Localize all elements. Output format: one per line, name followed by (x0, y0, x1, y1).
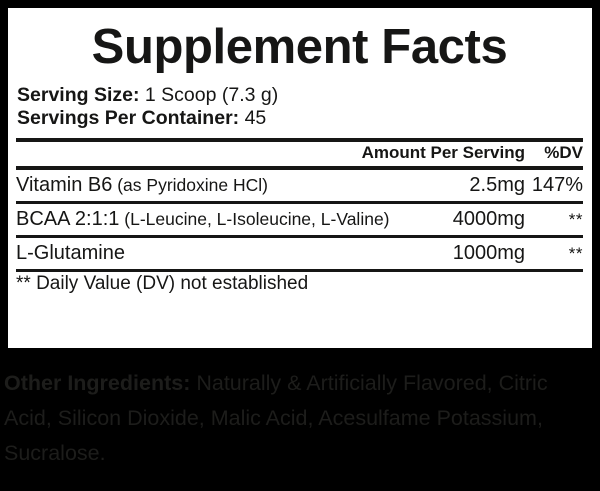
other-ingredients-section: Other Ingredients: Naturally & Artificia… (4, 366, 578, 471)
table-rule-row-2 (16, 235, 583, 238)
table-header-row: Amount Per Serving %DV (16, 142, 583, 166)
nutrient-amount: 4000mg (452, 208, 525, 230)
table-rule-top (16, 138, 583, 142)
table-row: BCAA 2:1:1 (L-Leucine, L-Isoleucine, L-V… (16, 204, 583, 235)
nutrient-name: BCAA 2:1:1 (16, 208, 120, 230)
other-ingredients-label: Other Ingredients: (4, 371, 191, 395)
nutrient-qualifier: (L-Leucine, L-Isoleucine, L-Valine) (119, 209, 390, 229)
serving-size-label: Serving Size: (17, 84, 140, 106)
other-ingredients-list: Naturally & Artificially Flavored, Citri… (4, 371, 548, 465)
table-rule-row-1 (16, 201, 583, 204)
nutrient-name-cell: Vitamin B6 (as Pyridoxine HCl) (16, 170, 340, 201)
serving-information: Serving Size: 1 Scoop (7.3 g) Servings P… (16, 84, 583, 130)
nutrient-name-cell: BCAA 2:1:1 (L-Leucine, L-Isoleucine, L-V… (16, 204, 390, 235)
page-title: Supplement Facts (91, 20, 508, 74)
nutrient-name: L-Glutamine (16, 242, 125, 264)
table-row: L-Glutamine 1000mg ** (16, 238, 583, 269)
nutrient-amount: 2.5mg (469, 174, 525, 196)
nutrient-qualifier: (as Pyridoxine HCl) (112, 175, 268, 195)
servings-per-container-value: 45 (239, 107, 267, 129)
nutrient-percent-dv: 147% (531, 174, 583, 196)
nutrient-name-cell: L-Glutamine (16, 238, 340, 269)
nutrient-percent-dv: ** (568, 244, 583, 263)
column-header-percent-dv: %DV (544, 143, 583, 162)
column-header-nutrient (16, 142, 340, 166)
footnote-row: ** Daily Value (DV) not established (16, 272, 583, 296)
nutrient-table: Amount Per Serving %DV Vitamin B6 (as Py… (16, 138, 583, 296)
table-rule-bottom (16, 269, 583, 272)
daily-value-footnote: ** Daily Value (DV) not established (16, 273, 309, 294)
column-header-amount-per-serving: Amount Per Serving (361, 143, 525, 162)
nutrient-percent-dv: ** (568, 210, 583, 229)
servings-per-container-label: Servings Per Container: (17, 107, 240, 129)
table-row: Vitamin B6 (as Pyridoxine HCl) 2.5mg 147… (16, 170, 583, 201)
nutrient-name: Vitamin B6 (16, 174, 113, 196)
serving-size-value: 1 Scoop (7.3 g) (139, 84, 279, 106)
servings-per-container-line: Servings Per Container: 45 (17, 107, 583, 130)
serving-size-line: Serving Size: 1 Scoop (7.3 g) (17, 84, 583, 107)
nutrient-amount: 1000mg (452, 242, 525, 264)
supplement-facts-panel: Supplement Facts Serving Size: 1 Scoop (… (8, 8, 592, 348)
table-rule-under-header (16, 166, 583, 170)
